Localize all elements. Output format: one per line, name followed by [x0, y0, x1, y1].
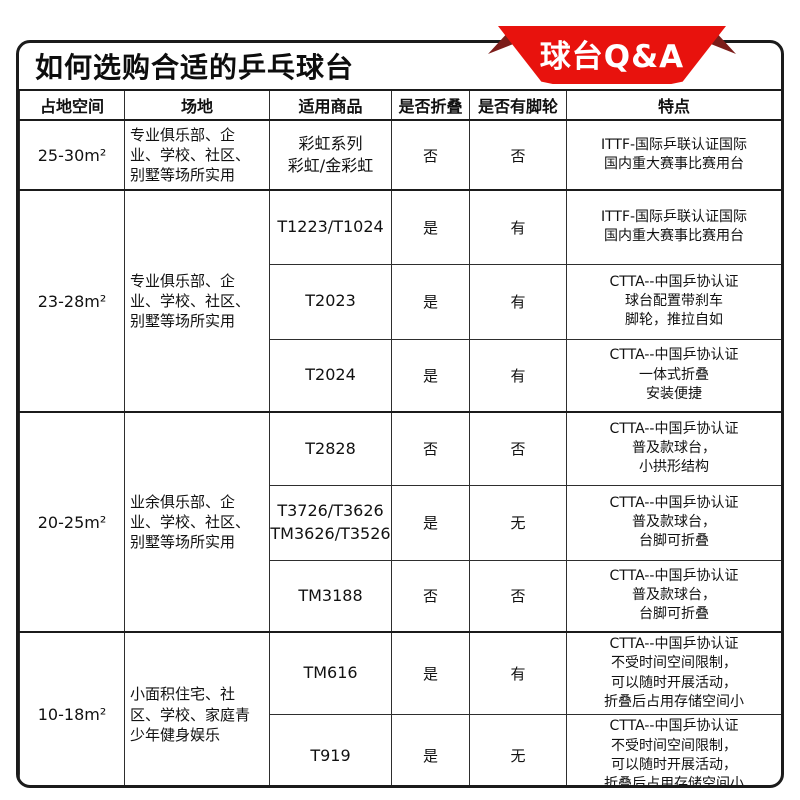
product-cell: T2828: [269, 411, 392, 486]
foldable-cell: 是: [391, 189, 470, 265]
features-cell: CTTA--中国乒协认证 一体式折叠 安装便捷: [566, 338, 781, 413]
casters-cell: 无: [469, 484, 567, 561]
table-row: 25-30m² 专业俱乐部、企业、学校、社区、别墅等场所实用 彩虹系列 彩虹/金…: [19, 119, 781, 191]
product-cell: T1223/T1024: [269, 189, 392, 265]
foldable-cell: 否: [391, 559, 470, 633]
casters-cell: 无: [469, 714, 567, 785]
space-cell: 25-30m²: [19, 119, 125, 191]
qa-ribbon-badge: 球台Q&A: [486, 26, 738, 84]
table-row: T2024 是 有 CTTA--中国乒协认证 一体式折叠 安装便捷: [20, 338, 781, 413]
table-row: 20-25m² 业余俱乐部、企业、学校、社区、别墅等场所实用 T2828 否 否…: [19, 411, 781, 633]
casters-cell: 否: [469, 559, 567, 633]
product-cell: T3726/T3626 TM3626/T3526: [269, 484, 392, 561]
foldable-cell: 否: [391, 119, 470, 191]
casters-cell: 否: [469, 411, 567, 486]
table-frame: 如何选购合适的乒乓球台 占地空间 场地 适用商品 是否折叠 是否有脚轮 特点: [16, 40, 784, 788]
product-cell: TM3188: [269, 559, 392, 633]
col-header-features: 特点: [566, 89, 781, 121]
foldable-cell: 是: [391, 631, 470, 716]
casters-cell: 否: [469, 119, 567, 191]
venue-cell: 专业俱乐部、企业、学校、社区、别墅等场所实用: [124, 119, 270, 191]
features-cell: CTTA--中国乒协认证 普及款球台， 台脚可折叠: [566, 559, 781, 633]
title-bar: 如何选购合适的乒乓球台: [19, 43, 781, 89]
selection-guide-table: 占地空间 场地 适用商品 是否折叠 是否有脚轮 特点 25-30m² 专业俱乐部…: [19, 89, 781, 785]
foldable-cell: 是: [391, 714, 470, 785]
foldable-cell: 是: [391, 263, 470, 340]
features-cell: ITTF-国际乒联认证国际 国内重大赛事比赛用台: [566, 189, 781, 265]
table-row: 23-28m² 专业俱乐部、企业、学校、社区、别墅等场所实用 T1223/T10…: [19, 189, 781, 413]
page-title: 如何选购合适的乒乓球台: [35, 51, 355, 84]
foldable-cell: 是: [391, 338, 470, 413]
col-header-venue: 场地: [124, 89, 270, 121]
table-row: TM3188 否 否 CTTA--中国乒协认证 普及款球台， 台脚可折叠: [20, 559, 781, 633]
features-cell: CTTA--中国乒协认证 不受时间空间限制， 可以随时开展活动， 折叠后占用存储…: [566, 631, 781, 716]
space-cell: 20-25m²: [19, 411, 125, 633]
qa-badge-label: 球台Q&A: [498, 26, 726, 84]
col-header-casters: 是否有脚轮: [469, 89, 567, 121]
product-cell: T2023: [269, 263, 392, 340]
table-row: 10-18m² 小面积住宅、社区、学校、家庭青少年健身娱乐 TM616 是 有 …: [19, 631, 781, 785]
space-cell: 23-28m²: [19, 189, 125, 413]
product-cell: TM616: [269, 631, 392, 716]
casters-cell: 有: [469, 263, 567, 340]
features-cell: CTTA--中国乒协认证 球台配置带刹车 脚轮，推拉自如: [566, 263, 781, 340]
col-header-product: 适用商品: [269, 89, 392, 121]
table-row: T919 是 无 CTTA--中国乒协认证 不受时间空间限制， 可以随时开展活动…: [20, 714, 781, 785]
features-cell: CTTA--中国乒协认证 普及款球台， 小拱形结构: [566, 411, 781, 486]
casters-cell: 有: [469, 631, 567, 716]
features-cell: ITTF-国际乒联认证国际 国内重大赛事比赛用台: [566, 119, 781, 191]
product-cell: T2024: [269, 338, 392, 413]
venue-cell: 专业俱乐部、企业、学校、社区、别墅等场所实用: [124, 189, 270, 413]
casters-cell: 有: [469, 338, 567, 413]
features-cell: CTTA--中国乒协认证 普及款球台， 台脚可折叠: [566, 484, 781, 561]
col-header-foldable: 是否折叠: [391, 89, 470, 121]
venue-cell: 小面积住宅、社区、学校、家庭青少年健身娱乐: [124, 631, 270, 785]
table-header-row: 占地空间 场地 适用商品 是否折叠 是否有脚轮 特点: [19, 89, 781, 121]
foldable-cell: 是: [391, 484, 470, 561]
col-header-space: 占地空间: [19, 89, 125, 121]
product-cell: T919: [269, 714, 392, 785]
table-row: T2023 是 有 CTTA--中国乒协认证 球台配置带刹车 脚轮，推拉自如: [20, 263, 781, 340]
foldable-cell: 否: [391, 411, 470, 486]
casters-cell: 有: [469, 189, 567, 265]
venue-cell: 业余俱乐部、企业、学校、社区、别墅等场所实用: [124, 411, 270, 633]
features-cell: CTTA--中国乒协认证 不受时间空间限制， 可以随时开展活动， 折叠后占用存储…: [566, 714, 781, 785]
product-cell: 彩虹系列 彩虹/金彩虹: [269, 119, 392, 191]
space-cell: 10-18m²: [19, 631, 125, 785]
